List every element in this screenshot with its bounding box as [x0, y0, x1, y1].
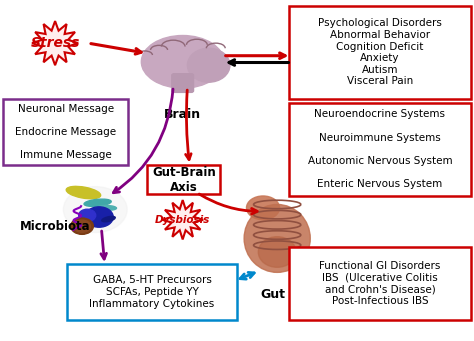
Ellipse shape	[66, 187, 100, 199]
Text: GABA, 5-HT Precursors
SCFAs, Peptide YY
Inflammatory Cytokines: GABA, 5-HT Precursors SCFAs, Peptide YY …	[89, 275, 215, 309]
Ellipse shape	[258, 237, 296, 267]
Ellipse shape	[141, 35, 224, 88]
Text: Gut-Brain
Axis: Gut-Brain Axis	[152, 166, 216, 194]
Text: Psychological Disorders
Abnormal Behavior
Cognition Deficit
Anxiety
Autism
Visce: Psychological Disorders Abnormal Behavio…	[318, 18, 442, 87]
FancyBboxPatch shape	[3, 99, 128, 165]
Ellipse shape	[244, 205, 310, 272]
FancyBboxPatch shape	[289, 247, 471, 320]
FancyBboxPatch shape	[67, 264, 237, 320]
Text: Functional GI Disorders
IBS  (Ulcerative Colitis
and Crohn's Disease)
Post-Infec: Functional GI Disorders IBS (Ulcerative …	[319, 261, 441, 306]
Ellipse shape	[84, 199, 111, 206]
FancyBboxPatch shape	[289, 103, 471, 196]
Polygon shape	[32, 21, 78, 65]
Circle shape	[79, 209, 96, 221]
FancyBboxPatch shape	[289, 6, 471, 99]
Text: Stress: Stress	[30, 36, 80, 50]
FancyBboxPatch shape	[147, 165, 220, 194]
Ellipse shape	[64, 187, 127, 233]
Text: Dysbiosis: Dysbiosis	[155, 215, 210, 225]
Text: Gut: Gut	[260, 288, 285, 301]
Ellipse shape	[102, 216, 115, 222]
Circle shape	[73, 220, 91, 232]
Circle shape	[85, 207, 113, 227]
FancyBboxPatch shape	[172, 74, 193, 92]
Text: Brain: Brain	[164, 108, 201, 121]
Polygon shape	[162, 200, 203, 239]
Text: Neuroendocrine Systems

Neuroimmune Systems

Autonomic Nervous System

Enteric N: Neuroendocrine Systems Neuroimmune Syste…	[308, 109, 452, 189]
Ellipse shape	[246, 196, 280, 220]
Ellipse shape	[98, 206, 117, 210]
Circle shape	[71, 218, 93, 234]
Text: Microbiota: Microbiota	[19, 220, 90, 233]
Ellipse shape	[187, 48, 230, 82]
Text: Neuronal Message

Endocrine Message

Immune Message: Neuronal Message Endocrine Message Immun…	[15, 104, 116, 161]
